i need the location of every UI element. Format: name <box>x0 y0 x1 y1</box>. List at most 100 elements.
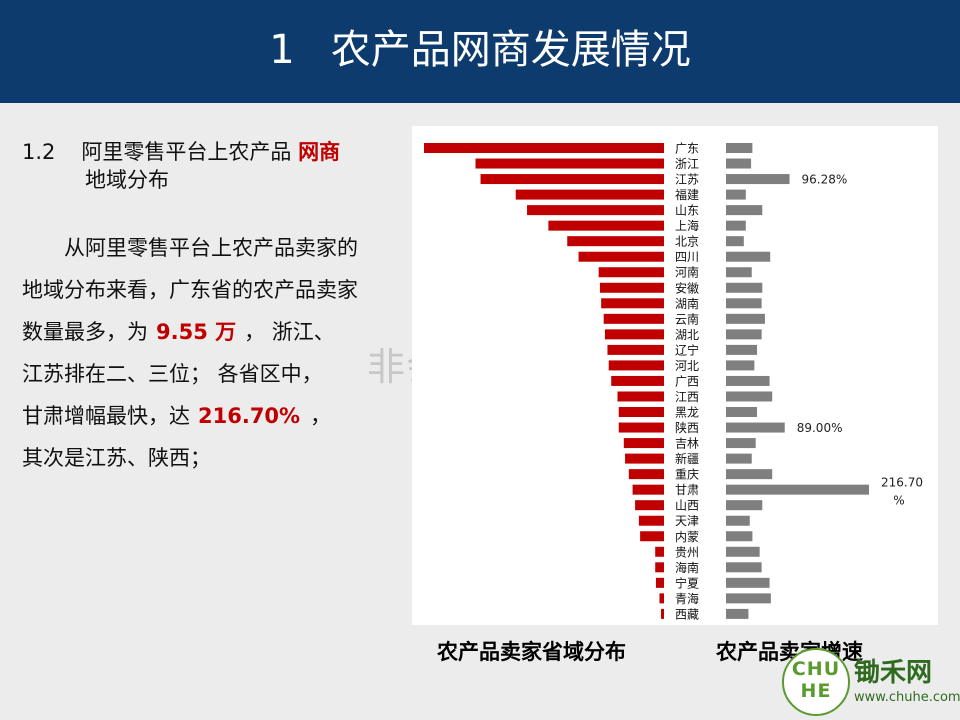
growth-rate-highlight: 216.70% <box>198 404 301 428</box>
province-label: 天津 <box>675 514 699 528</box>
body-line-1: 从阿里零售平台上农产品卖家的 <box>64 236 358 260</box>
growth-bar-上海 <box>726 220 746 231</box>
body-line-5: 甘肃增幅最快，达 216.70% ， <box>22 395 422 437</box>
province-label: 广东 <box>675 142 699 156</box>
seller-bar-上海 <box>548 220 664 231</box>
seller-bar-湖北 <box>604 329 664 340</box>
page-title-text: 农产品网商发展情况 <box>330 27 691 73</box>
logo-badge-text: CHU HE <box>784 658 848 702</box>
province-bar-chart: 广东浙江江苏福建山东上海北京四川河南安徽湖南云南湖北辽宁河北广西江西黑龙陕西吉林… <box>424 142 923 621</box>
page-title-number: 1 <box>269 27 295 73</box>
province-label: 辽宁 <box>675 342 699 357</box>
province-label: 安徽 <box>675 280 699 295</box>
body-line-6: 其次是江苏、陕西； <box>22 446 211 470</box>
seller-bar-西藏 <box>660 608 664 619</box>
body-line-3-text-a: 数量最多，为 <box>22 320 148 344</box>
seller-bar-广东 <box>424 143 664 153</box>
seller-bar-陕西 <box>618 422 664 433</box>
seller-bar-四川 <box>578 251 664 262</box>
growth-bar-黑龙 <box>726 407 758 418</box>
chuhe-logo: CHU HE 锄禾网 www.chuhe.com <box>782 648 960 716</box>
growth-bar-宁夏 <box>726 577 770 588</box>
logo-url: www.chuhe.com <box>854 690 960 705</box>
province-label: 河北 <box>675 359 699 373</box>
seller-bar-广西 <box>611 375 664 386</box>
seller-bar-天津 <box>638 515 664 526</box>
province-label: 宁夏 <box>675 575 699 590</box>
growth-bar-浙江 <box>726 158 752 169</box>
seller-bar-江苏 <box>480 174 664 185</box>
growth-bar-西藏 <box>726 608 749 619</box>
seller-bar-内蒙 <box>640 531 664 542</box>
growth-bar-内蒙 <box>726 531 753 542</box>
province-label: 上海 <box>675 218 699 233</box>
province-label: 青海 <box>675 591 699 606</box>
growth-data-label: 216.70 <box>881 476 923 490</box>
seller-bar-江西 <box>617 391 664 402</box>
growth-bar-海南 <box>726 562 762 573</box>
seller-bar-宁夏 <box>655 577 664 588</box>
growth-bar-四川 <box>726 251 771 262</box>
growth-bar-青海 <box>726 593 771 604</box>
growth-bar-天津 <box>726 515 750 526</box>
growth-bar-重庆 <box>726 469 773 480</box>
growth-bar-山东 <box>726 205 763 216</box>
growth-bar-广西 <box>726 375 770 386</box>
seller-bar-安徽 <box>599 282 664 293</box>
seller-count-highlight: 9.55 万 <box>156 320 237 344</box>
seller-bar-黑龙 <box>618 407 664 418</box>
section-title-highlight: 网商 <box>298 140 341 164</box>
growth-bar-北京 <box>726 236 744 247</box>
growth-data-label: 89.00% <box>797 421 843 435</box>
growth-data-label: 96.28% <box>802 173 848 187</box>
seller-bar-青海 <box>659 593 664 604</box>
province-label: 海南 <box>675 560 699 575</box>
province-label: 贵州 <box>675 545 699 559</box>
province-label: 内蒙 <box>675 530 699 544</box>
body-line-5-text-a: 甘肃增幅最快，达 <box>22 404 190 428</box>
seller-bar-河南 <box>598 267 664 278</box>
seller-bar-新疆 <box>625 453 664 464</box>
province-label: 四川 <box>675 250 699 264</box>
growth-bar-陕西 <box>726 422 785 433</box>
growth-bar-云南 <box>726 313 765 324</box>
body-line-3: 数量最多，为 9.55 万 ， 浙江、 <box>22 311 422 353</box>
seller-bar-重庆 <box>628 469 664 480</box>
growth-data-label-unit: % <box>893 494 904 508</box>
seller-bar-山西 <box>635 500 664 511</box>
province-label: 江西 <box>675 390 699 404</box>
growth-bar-山西 <box>726 500 763 511</box>
province-label: 陕西 <box>675 420 699 435</box>
growth-bar-湖北 <box>726 329 762 340</box>
seller-bar-云南 <box>603 313 664 324</box>
body-line-2: 地域分布来看，广东省的农产品卖家 <box>22 278 358 302</box>
growth-bar-甘肃 <box>726 484 869 495</box>
province-label: 山西 <box>675 499 699 513</box>
province-label: 重庆 <box>675 468 699 482</box>
logo-badge-line2: HE <box>800 680 832 702</box>
province-label: 江苏 <box>675 173 699 187</box>
province-label: 黑龙 <box>675 406 699 420</box>
growth-bar-安徽 <box>726 282 763 293</box>
province-label: 湖南 <box>675 296 699 311</box>
section-heading: 1.2 阿里零售平台上农产品 网商 地域分布 <box>22 138 412 194</box>
province-label: 云南 <box>675 311 699 326</box>
logo-badge-icon: CHU HE <box>782 648 850 716</box>
growth-bar-广东 <box>726 143 753 153</box>
growth-bar-福建 <box>726 189 746 200</box>
province-label: 湖北 <box>675 327 699 342</box>
section-number: 1.2 <box>22 140 56 164</box>
chart-panel: 广东 浙江 江苏 福建 山东 上海 北京 四川 河南 安徽 湖南 云南 湖北 辽宁 河北 广西 江西 黑龙 陕西 吉林… <box>412 126 938 625</box>
chart-caption-seller-distribution: 农产品卖家省域分布 <box>437 640 626 664</box>
growth-bar-贵州 <box>726 546 760 557</box>
body-paragraph: 从阿里零售平台上农产品卖家的 地域分布来看，广东省的农产品卖家 数量最多，为 9.… <box>22 227 422 479</box>
seller-bar-湖南 <box>601 298 664 309</box>
province-label: 山东 <box>675 204 699 218</box>
seller-bar-甘肃 <box>632 484 664 495</box>
province-label: 吉林 <box>675 437 699 451</box>
province-label: 西藏 <box>675 607 699 621</box>
province-label: 河南 <box>675 265 699 280</box>
seller-bar-吉林 <box>623 438 664 449</box>
logo-name: 锄禾网 <box>854 658 933 688</box>
growth-bar-湖南 <box>726 298 762 309</box>
